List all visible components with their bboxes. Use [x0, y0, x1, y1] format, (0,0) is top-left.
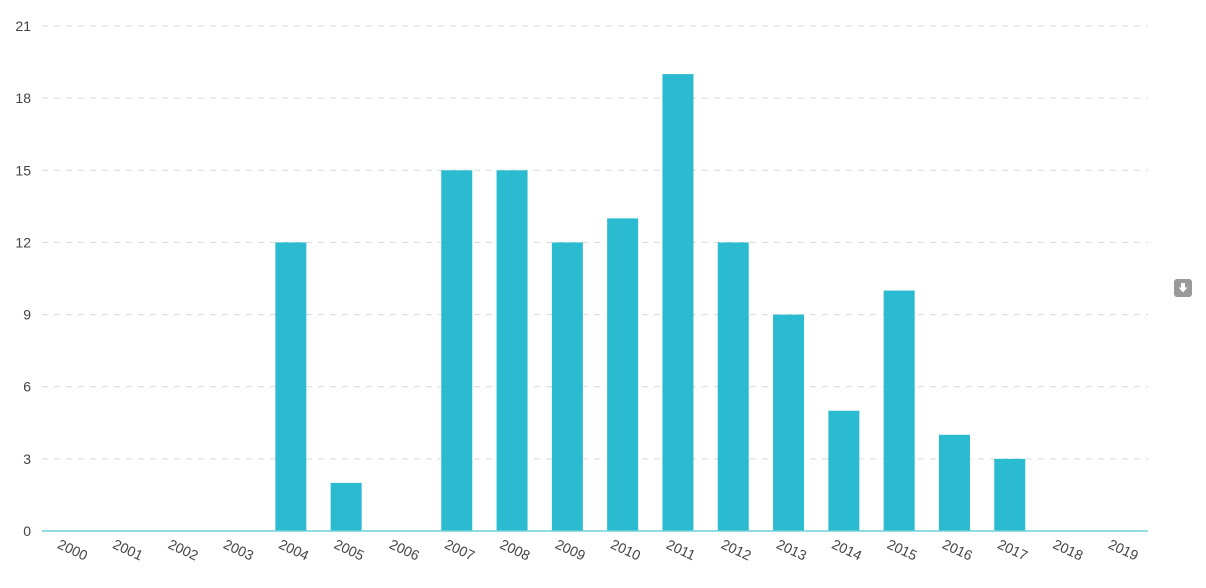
y-tick-label: 21	[15, 18, 31, 34]
x-tick-label: 2011	[664, 536, 698, 563]
download-icon	[1178, 283, 1188, 293]
y-tick-label: 18	[15, 90, 31, 106]
y-tick-label: 3	[23, 451, 31, 467]
x-tick-label: 2003	[221, 536, 256, 564]
y-axis-ticks: 0 3 6 9 12 15 18 21	[15, 18, 31, 539]
y-tick-label: 6	[23, 379, 31, 395]
bar-2012[interactable]	[717, 242, 749, 531]
y-tick-label: 12	[15, 234, 31, 250]
x-tick-label: 2002	[166, 536, 201, 564]
bar-2007[interactable]	[441, 170, 473, 532]
bar-2008[interactable]	[496, 170, 528, 532]
x-tick-label: 2012	[719, 536, 754, 564]
x-tick-label: 2008	[498, 536, 533, 564]
bar-2016[interactable]	[938, 434, 970, 531]
grid-lines	[42, 25, 1148, 460]
x-tick-label: 2016	[940, 536, 975, 564]
y-tick-label: 15	[15, 162, 31, 178]
x-tick-label: 2000	[55, 536, 90, 564]
bar-2013[interactable]	[773, 314, 805, 531]
x-tick-label: 2017	[995, 536, 1030, 564]
download-button[interactable]	[1174, 279, 1192, 297]
x-tick-label: 2014	[829, 536, 864, 564]
x-tick-label: 2019	[1106, 536, 1141, 564]
y-tick-label: 9	[23, 307, 31, 323]
bars	[275, 74, 1026, 532]
x-tick-label: 2013	[774, 536, 809, 564]
bar-2011[interactable]	[662, 74, 694, 531]
y-tick-label: 0	[23, 523, 31, 539]
bar-2015[interactable]	[883, 290, 915, 531]
bar-2014[interactable]	[828, 410, 860, 531]
x-tick-label: 2018	[1051, 536, 1086, 564]
bar-2009[interactable]	[551, 242, 583, 531]
bar-2005[interactable]	[330, 482, 362, 531]
x-axis-ticks: 2000 2001 2002 2003 2004 2005 2006 2007 2008 2009…	[55, 536, 1141, 564]
bar-2004[interactable]	[275, 242, 307, 531]
x-tick-label: 2009	[553, 536, 588, 564]
x-tick-label: 2001	[111, 536, 146, 564]
bar-2017[interactable]	[994, 458, 1026, 531]
x-tick-label: 2015	[885, 536, 920, 564]
x-tick-label: 2007	[442, 536, 477, 564]
x-tick-label: 2010	[608, 536, 643, 564]
x-tick-label: 2004	[276, 536, 311, 564]
bar-2010[interactable]	[607, 218, 639, 531]
x-tick-label: 2005	[332, 536, 367, 564]
x-tick-label: 2006	[387, 536, 422, 564]
